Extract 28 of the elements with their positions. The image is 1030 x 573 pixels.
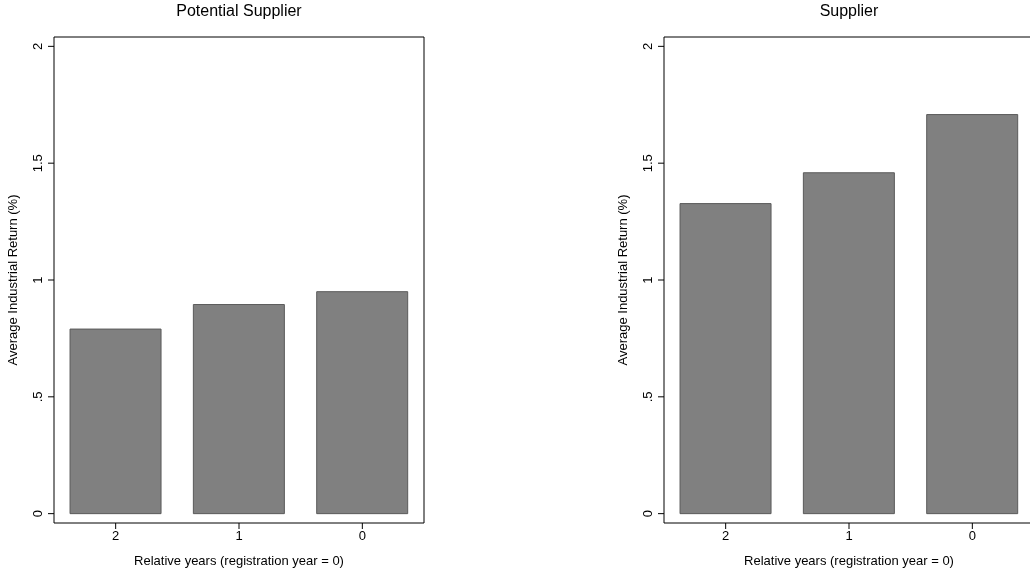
- y-axis-title: Average Industrial Return (%): [614, 194, 630, 366]
- bar: [192, 304, 285, 515]
- bar: [316, 291, 409, 515]
- y-tick-label: 1: [640, 276, 655, 284]
- y-tick-label: 1: [30, 276, 45, 284]
- x-tick-label: 2: [112, 528, 120, 544]
- y-tick-label: 0: [640, 510, 655, 518]
- y-tick-label: 2: [640, 42, 655, 50]
- y-tick-label: .5: [640, 391, 655, 403]
- x-tick-label: 0: [968, 528, 976, 544]
- y-tick-label: 0: [30, 510, 45, 518]
- y-tick-label: 1.5: [640, 154, 655, 173]
- y-tick-label: 2: [30, 42, 45, 50]
- bar: [926, 114, 1019, 515]
- x-tick-label: 1: [235, 528, 243, 544]
- y-axis-title: Average Industrial Return (%): [4, 194, 20, 366]
- x-tick-label: 2: [722, 528, 730, 544]
- x-axis-title: Relative years (registration year = 0): [134, 553, 344, 568]
- bar: [679, 203, 772, 515]
- x-tick-label: 1: [845, 528, 853, 544]
- bar: [802, 172, 895, 515]
- y-tick-label: 1.5: [30, 154, 45, 173]
- chart-title: Supplier: [818, 2, 880, 20]
- x-tick-label: 0: [358, 528, 366, 544]
- y-tick-label: .5: [30, 391, 45, 403]
- x-axis-title: Relative years (registration year = 0): [744, 553, 954, 568]
- bar: [69, 328, 162, 515]
- chart-title: Potential Supplier: [175, 2, 303, 20]
